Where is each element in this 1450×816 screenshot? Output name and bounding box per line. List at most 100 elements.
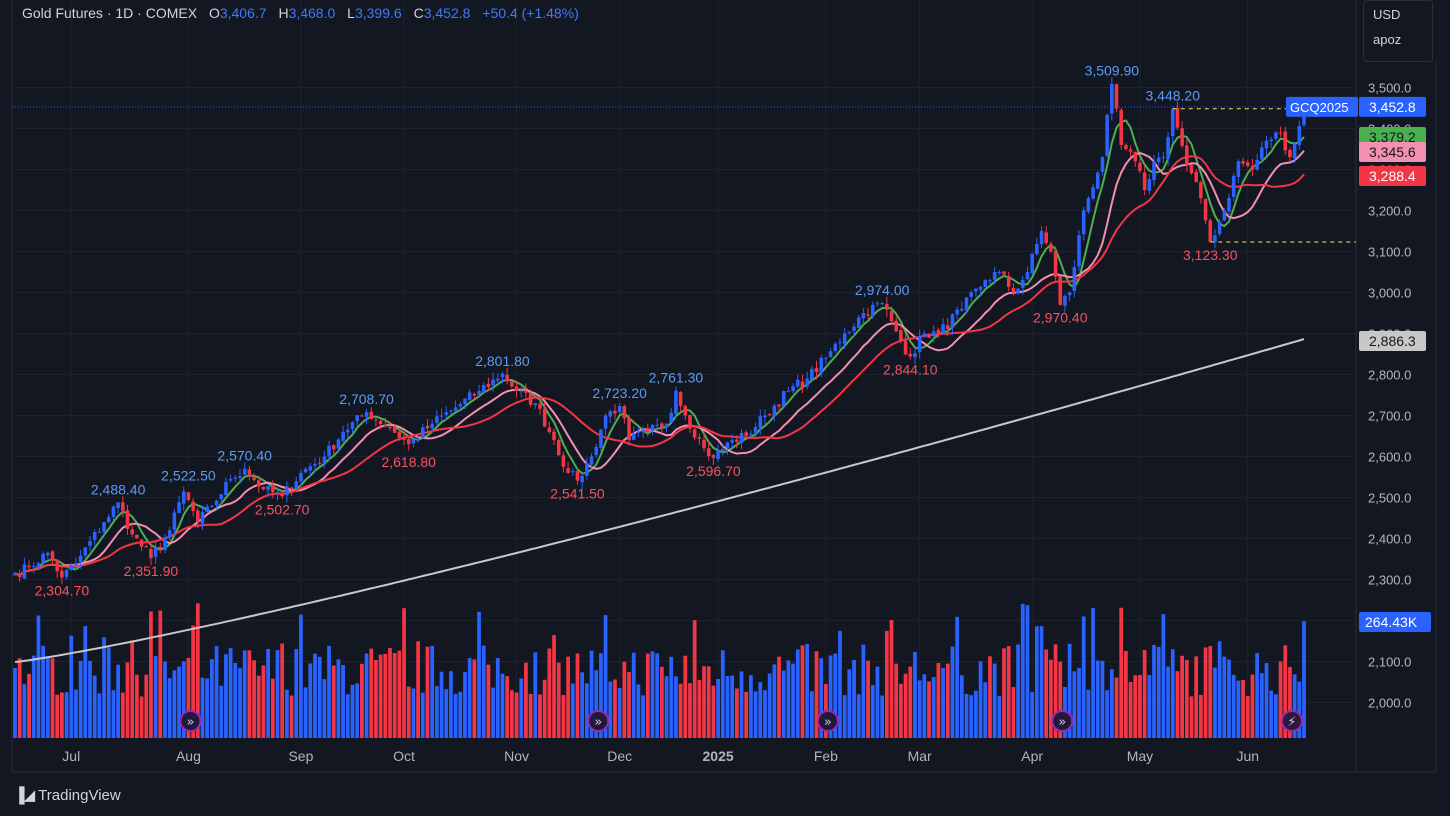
candle-body <box>603 415 608 429</box>
price-annotation: 2,801.80 <box>475 353 530 369</box>
event-markers[interactable]: » » » » ⚡ <box>179 710 1303 732</box>
volume-bar <box>1119 607 1124 738</box>
volume-bar <box>294 649 299 738</box>
symbol-title[interactable]: Gold Futures · 1D · COMEX <box>22 5 198 21</box>
volume-bar <box>1213 667 1217 738</box>
volume-bar <box>988 656 992 738</box>
candle-body <box>1128 149 1133 152</box>
volume-bar <box>1072 671 1077 738</box>
candle-body <box>725 442 730 449</box>
annotations: 3,509.90 3,448.20 2,974.00 2,801.80 2,761.30… <box>12 62 1356 599</box>
candle-body <box>697 437 702 439</box>
candle-body <box>1035 243 1039 255</box>
volume-bar <box>97 693 102 738</box>
candle-body <box>1002 271 1006 275</box>
candle-body <box>17 574 22 578</box>
volume-bar <box>664 676 669 738</box>
price-annotation: 2,502.70 <box>255 501 310 517</box>
volume-bar <box>889 620 894 738</box>
candle-body <box>1095 172 1100 189</box>
volume-bar <box>613 679 617 738</box>
candle-body <box>655 424 659 426</box>
volume-bar <box>392 653 397 738</box>
candle-body <box>1278 132 1283 134</box>
volume-bar <box>388 647 392 738</box>
fast-forward-icon[interactable] <box>1051 710 1074 732</box>
volume-bar <box>430 645 435 738</box>
candle-body <box>31 566 36 568</box>
fast-forward-icon[interactable] <box>179 710 202 732</box>
candle-body <box>149 548 153 559</box>
x-tick-label: Feb <box>814 748 838 764</box>
volume-bar <box>875 666 880 738</box>
time-axis[interactable]: Jul Aug Sep Oct Nov Dec 2025 Feb Mar Apr May Jun <box>62 748 1259 764</box>
candle-body <box>735 439 739 442</box>
volume-bar <box>92 675 97 738</box>
volume-bar <box>1044 649 1049 738</box>
candle-body <box>430 423 434 429</box>
y-tick-label: 2,100.0 <box>1368 655 1411 670</box>
volume-bar <box>617 688 622 738</box>
candle-body <box>336 439 341 449</box>
candle-body <box>181 491 186 504</box>
candle-body <box>1091 187 1095 199</box>
lightning-icon[interactable] <box>1280 710 1303 732</box>
volume-bar <box>1025 605 1030 738</box>
volume-bar <box>1161 614 1166 738</box>
candle-body <box>847 331 852 333</box>
candle-body <box>458 403 463 407</box>
candle-body <box>894 320 898 332</box>
tradingview-logo[interactable]: ▐◢ TradingView <box>14 786 121 805</box>
candle-body <box>425 425 430 429</box>
volume-bar <box>659 666 664 738</box>
candle-body <box>1152 161 1156 181</box>
price-annotation: 2,570.40 <box>217 448 272 464</box>
volume-bar <box>1147 675 1152 738</box>
candle-body <box>533 403 538 406</box>
volume-tag <box>1359 612 1431 632</box>
candle-body <box>228 479 233 481</box>
volume-bar <box>927 681 931 738</box>
x-tick-label: Dec <box>607 748 632 764</box>
candle-body <box>856 317 861 328</box>
y-tick-label: 2,000.0 <box>1368 696 1411 711</box>
volume-bar <box>627 671 631 738</box>
fast-forward-icon[interactable] <box>587 710 610 732</box>
volume-bar <box>228 648 233 738</box>
volume-bar <box>69 635 74 738</box>
y-tick-label: 3,200.0 <box>1368 204 1411 219</box>
volume-bar <box>833 653 838 738</box>
candle-body <box>763 415 767 418</box>
volume-bar <box>355 683 360 738</box>
candle-body <box>791 386 795 392</box>
candle-body <box>922 333 927 337</box>
price-axis[interactable]: 3,500.03,400.03,300.03,200.03,100.03,000… <box>1286 81 1431 711</box>
candle-body <box>941 324 945 334</box>
volume-bar <box>584 683 589 738</box>
candle-body <box>702 439 706 449</box>
volume-bar <box>78 660 83 738</box>
ma-value-tag-text: 2,886.3 <box>1369 333 1416 349</box>
price-annotation: 2,304.70 <box>35 583 90 599</box>
candle-body <box>805 378 809 387</box>
volume-bar <box>1077 667 1081 738</box>
x-tick-label: Mar <box>908 748 932 764</box>
candle-body <box>1020 279 1025 288</box>
volume-bar <box>45 656 50 738</box>
candle-body <box>477 390 481 395</box>
volume-bar <box>17 658 22 738</box>
candle-body <box>674 390 678 414</box>
candle-body <box>177 502 181 513</box>
candle-body <box>617 406 622 413</box>
candle-body <box>116 502 120 508</box>
fast-forward-icon[interactable] <box>816 710 839 732</box>
volume-bar <box>711 685 716 738</box>
candle-body <box>402 436 406 440</box>
volume-bar <box>547 648 552 738</box>
candle-body <box>997 272 1002 273</box>
candle-body <box>824 358 828 360</box>
price-annotation: 3,448.20 <box>1146 88 1201 104</box>
currency-unit-selector[interactable]: USD apoz <box>1363 0 1433 62</box>
price-annotation: 2,723.20 <box>592 385 647 401</box>
